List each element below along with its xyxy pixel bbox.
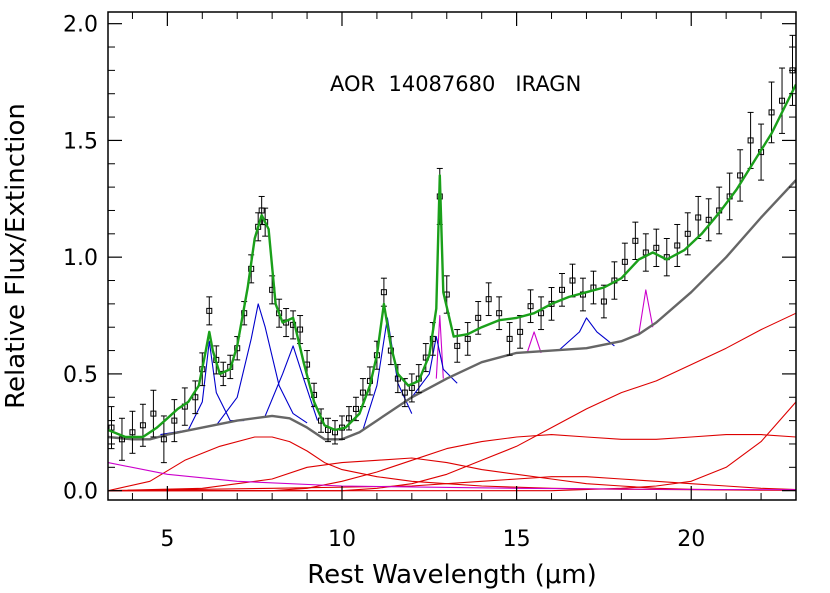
data-point: [401, 389, 408, 396]
data-point: [258, 207, 265, 214]
series-pah-profile-7: [558, 317, 615, 352]
series-pah-profile-6: [411, 336, 458, 398]
data-point: [359, 389, 366, 396]
y-tick-label: 1.0: [63, 246, 98, 271]
data-point: [485, 296, 492, 303]
series-dust-component-16: [108, 401, 796, 492]
y-tick-label: 1.5: [63, 129, 98, 154]
series-dust-component-13: [108, 457, 796, 492]
data-point: [674, 242, 681, 249]
axis-ticks: 5 10 15 20 0.0 0.5 1.0 1.5 2.0: [63, 12, 797, 552]
data-point: [559, 286, 566, 293]
data-point: [695, 214, 702, 221]
series-pah-profile-4: [264, 345, 319, 421]
series-dust-component-14: [108, 434, 796, 492]
x-tick-label: 5: [160, 527, 174, 552]
data-point: [192, 394, 199, 401]
data-point: [506, 335, 513, 342]
series-line-11: [108, 462, 796, 491]
data-point: [779, 97, 786, 104]
data-point: [160, 436, 167, 443]
data-point: [600, 298, 607, 305]
data-point: [475, 314, 482, 321]
y-tick-label: 2.0: [63, 13, 98, 38]
series-line-9: [526, 331, 542, 354]
series-model: [108, 83, 796, 439]
data-point: [454, 342, 461, 349]
data-point: [737, 172, 744, 179]
data-point: [569, 277, 576, 284]
data-point: [517, 328, 524, 335]
chart-annotation: AOR 14087680 IRAGN: [330, 72, 581, 96]
y-tick-label: 0.0: [63, 480, 98, 505]
data-point: [150, 410, 157, 417]
series-continuum-total-1: [108, 179, 796, 441]
data-point: [684, 230, 691, 237]
x-tick-label: 10: [328, 527, 356, 552]
data-point: [527, 303, 534, 310]
series-line-10: [638, 289, 654, 335]
data-point: [464, 335, 471, 342]
data-point: [747, 137, 754, 144]
data-point: [768, 109, 775, 116]
series-dust-component-15: [108, 312, 796, 492]
series-line-8: [435, 314, 444, 379]
series-dust-component-17: [108, 476, 796, 492]
data-point: [297, 326, 304, 333]
data-point: [129, 429, 136, 436]
x-axis-title: Rest Wavelength (μm): [307, 560, 597, 590]
x-tick-label: 20: [677, 527, 705, 552]
data-point: [496, 310, 503, 317]
data-point: [171, 417, 178, 424]
data-point: [408, 384, 415, 391]
plot-frame: [107, 11, 797, 501]
data-point: [380, 289, 387, 296]
data-point: [632, 237, 639, 244]
data-point: [621, 258, 628, 265]
y-tick-label: 0.5: [63, 363, 98, 388]
data-point: [139, 422, 146, 429]
series-pah-profile-3: [215, 303, 308, 426]
data-point: [653, 244, 660, 251]
data-point: [394, 375, 401, 382]
x-tick-label: 15: [503, 527, 531, 552]
data-point: [705, 216, 712, 223]
data-point: [206, 307, 213, 314]
data-point: [345, 415, 352, 422]
y-axis-title: Relative Flux/Extinction: [1, 103, 31, 409]
data-point: [352, 405, 359, 412]
plot-layer: [108, 34, 796, 492]
